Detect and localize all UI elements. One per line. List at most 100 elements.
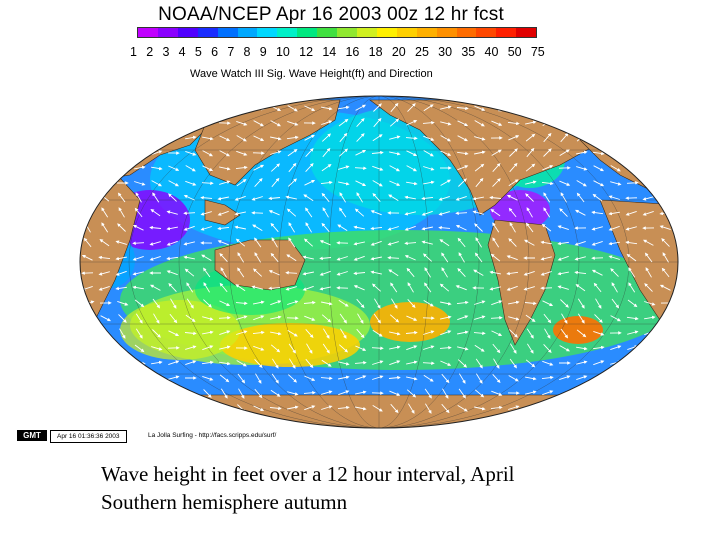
wave-arrow — [475, 177, 484, 188]
wave-arrow — [219, 135, 231, 141]
wave-arrow — [149, 255, 161, 261]
south-america — [487, 219, 556, 346]
wave-arrow — [287, 300, 299, 305]
wave-arrow — [595, 298, 602, 309]
wave-arrow — [594, 314, 603, 323]
wave-arrow — [611, 403, 619, 414]
wave-arrow — [149, 225, 162, 230]
wave-arrow — [525, 314, 536, 322]
wave-arrow — [560, 132, 569, 143]
wave-arrow — [525, 222, 534, 233]
wave-arrow — [287, 120, 299, 126]
wave-arrow — [270, 163, 281, 172]
wave-arrow — [506, 271, 519, 276]
wave-arrow — [627, 330, 639, 335]
wave-arrow — [202, 136, 214, 141]
wave-arrow — [389, 151, 401, 156]
wave-arrow — [388, 194, 399, 201]
wave-arrow — [168, 282, 177, 293]
wave-arrow — [661, 359, 672, 368]
wave-arrow — [524, 180, 537, 185]
wave-arrow — [561, 313, 568, 324]
wave-arrow — [559, 149, 570, 156]
wave-arrow — [575, 209, 586, 216]
wave-arrow — [508, 375, 519, 382]
wave-arrow — [117, 164, 128, 171]
wave-arrow — [370, 270, 382, 275]
wave-arrow — [626, 253, 637, 262]
wave-arrow — [455, 211, 468, 215]
scale-swatch — [337, 28, 357, 37]
wave-arrow — [441, 403, 450, 414]
wave-arrow — [506, 194, 518, 201]
wave-arrow — [610, 165, 621, 172]
wave-arrow — [118, 147, 127, 157]
wave-arrow — [492, 374, 501, 384]
wave-arrow — [627, 103, 638, 112]
wave-arrow — [576, 180, 587, 187]
wave-arrow — [322, 207, 329, 218]
wave-arrow — [541, 181, 554, 186]
wave-arrow — [203, 267, 211, 278]
wave-arrow — [356, 298, 365, 309]
wave-arrow — [370, 256, 382, 261]
wave-arrow — [610, 119, 621, 126]
wave-arrow — [524, 390, 537, 395]
wave-arrow — [407, 299, 416, 309]
wave-arrow — [321, 301, 333, 306]
wave-arrow — [217, 240, 229, 246]
wave-arrow — [526, 147, 535, 158]
wave-arrow — [474, 150, 486, 155]
wave-arrow — [490, 316, 503, 320]
wave-arrow — [661, 330, 673, 335]
wave-arrow — [524, 301, 537, 306]
wave-arrow — [646, 388, 653, 399]
wave-arrow — [186, 102, 195, 113]
wave-arrow — [372, 134, 383, 142]
wave-arrow — [508, 179, 519, 187]
wave-arrow — [423, 330, 435, 335]
wave-arrow — [543, 207, 551, 218]
wave-arrow — [150, 209, 161, 217]
wave-arrow — [423, 374, 434, 382]
wave-arrow — [627, 120, 639, 125]
wave-arrow — [287, 149, 298, 157]
wave-arrow — [510, 343, 517, 354]
wave-arrow — [644, 135, 655, 142]
wave-arrow — [389, 345, 401, 350]
wave-arrow — [523, 270, 535, 276]
wave-arrow — [644, 121, 656, 126]
wave-arrow — [100, 376, 112, 381]
wave-arrow — [319, 240, 331, 246]
wave-arrow — [218, 316, 231, 320]
wave-arrow — [83, 135, 95, 140]
wave-arrow — [441, 373, 450, 384]
wave-arrow — [169, 117, 178, 128]
wave-arrow — [337, 361, 350, 366]
scale-swatch — [476, 28, 497, 37]
wave-arrow — [440, 315, 452, 320]
wave-arrow — [490, 209, 501, 217]
wave-arrow — [202, 330, 214, 335]
graticule — [80, 96, 678, 428]
wave-arrow — [541, 223, 552, 232]
wave-arrow — [422, 361, 435, 365]
wave-arrow — [404, 255, 416, 261]
wave-arrow — [254, 388, 263, 399]
wave-arrow — [440, 301, 452, 306]
wave-arrow — [492, 237, 500, 248]
wave-arrow — [271, 237, 278, 248]
wave-arrow — [407, 103, 416, 112]
wave-arrow — [408, 403, 415, 414]
wave-arrow — [423, 150, 434, 157]
wave-arrow — [305, 358, 314, 369]
wave-arrow — [319, 270, 331, 276]
wave-arrow — [151, 104, 162, 112]
wave-arrow — [644, 345, 656, 350]
scale-swatch — [376, 28, 397, 37]
wave-arrow — [101, 222, 109, 233]
wave-arrow — [456, 106, 469, 111]
wave-arrow — [219, 150, 230, 157]
wave-arrow — [118, 133, 127, 142]
wave-arrow — [626, 316, 639, 321]
